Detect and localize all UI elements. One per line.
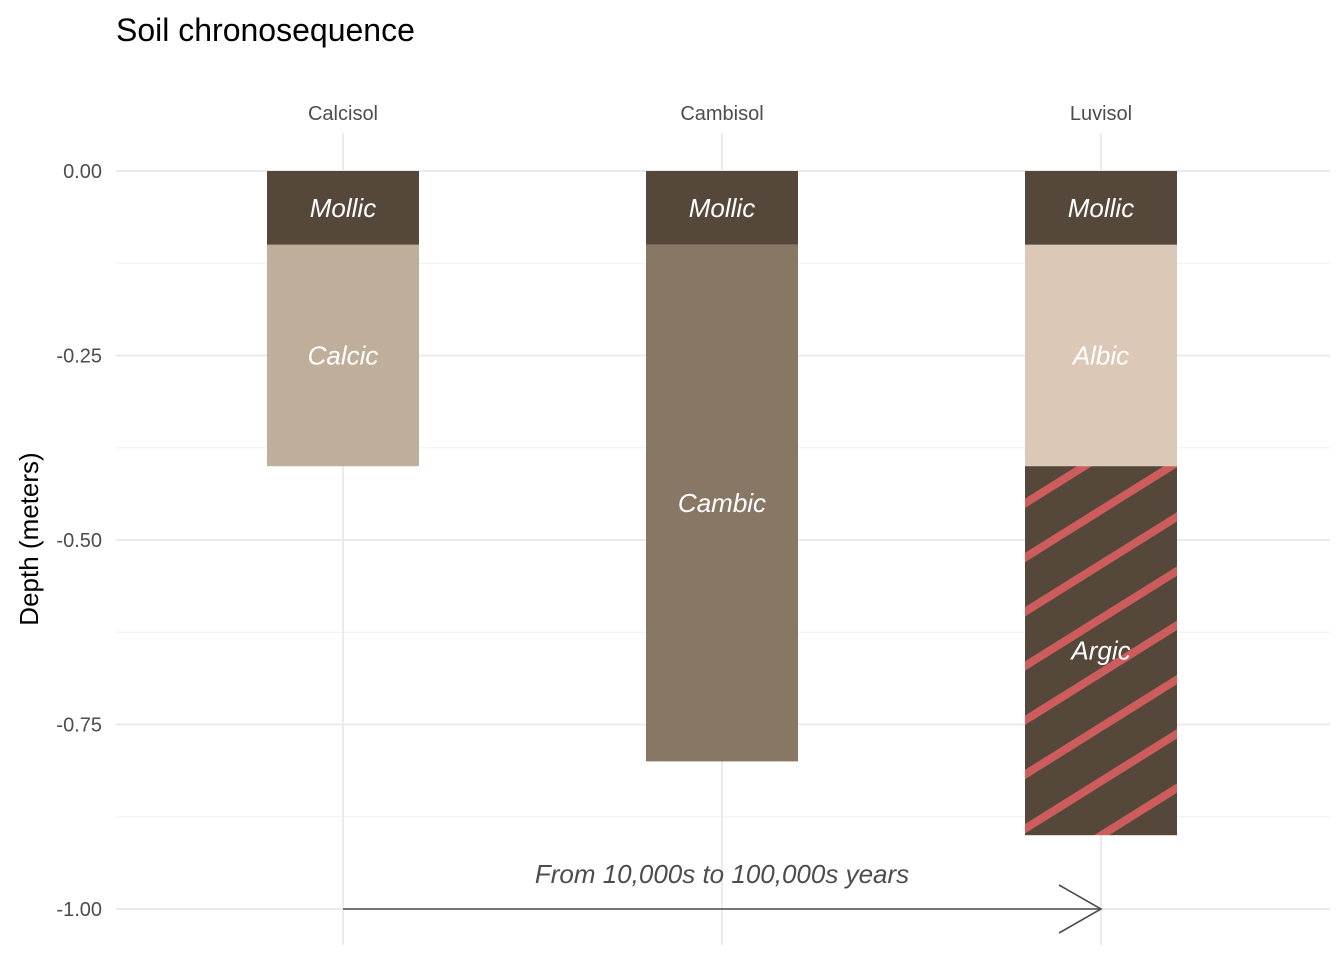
x-tick-label: Cambisol (680, 103, 763, 125)
y-tick-label: 0.00 (63, 161, 102, 183)
y-tick-label: -0.25 (56, 346, 102, 368)
soil-layer-label: Mollic (689, 193, 755, 223)
time-annotation: From 10,000s to 100,000s years (343, 859, 1103, 934)
soil-layer-bar (1025, 466, 1177, 836)
soil-profiles (267, 171, 1177, 836)
soil-layer-bar (646, 171, 798, 245)
y-axis-label: Depth (meters) (14, 452, 44, 625)
x-axis-ticks: Calcisol Cambisol Luvisol (308, 103, 1132, 125)
soil-layer-bar (646, 244, 798, 762)
x-tick-label: Calcisol (308, 103, 378, 125)
layer-labels: Mollic Calcic Mollic Cambic Mollic Albic Argic (308, 193, 1135, 666)
y-axis-ticks: 0.00 -0.25 -0.50 -0.75 -1.00 (56, 161, 102, 921)
soil-layer-label: Mollic (310, 193, 376, 223)
y-tick-label: -1.00 (56, 899, 102, 921)
chart-title: Soil chronosequence (116, 12, 415, 48)
soil-layer-bar (267, 171, 419, 245)
annotation-text: From 10,000s to 100,000s years (535, 859, 909, 889)
soil-layer-label: Calcic (308, 341, 379, 371)
soil-layer-bar (267, 244, 419, 467)
soil-layer-label: Albic (1071, 341, 1129, 371)
soil-layer-bar (1025, 244, 1177, 467)
y-tick-label: -0.75 (56, 715, 102, 737)
soil-layer-label: Argic (1069, 636, 1130, 666)
arrow-head (1058, 884, 1103, 934)
y-tick-label: -0.50 (56, 530, 102, 552)
soil-layer-label: Cambic (678, 488, 766, 518)
soil-layer-label: Mollic (1068, 193, 1134, 223)
soil-layer-bar (1025, 171, 1177, 245)
x-tick-label: Luvisol (1070, 103, 1132, 125)
